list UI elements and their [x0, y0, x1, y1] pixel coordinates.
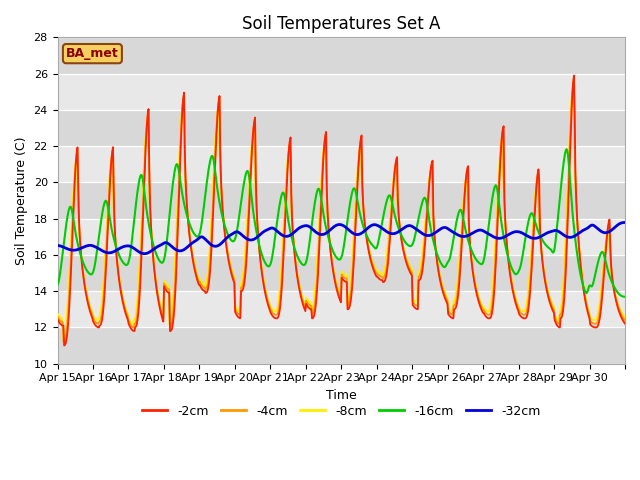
Text: BA_met: BA_met [66, 47, 119, 60]
Bar [58, 219, 625, 255]
Bar [58, 182, 625, 219]
Bar [58, 327, 625, 364]
Bar [58, 73, 625, 110]
Legend: -2cm, -4cm, -8cm, -16cm, -32cm: -2cm, -4cm, -8cm, -16cm, -32cm [137, 400, 545, 423]
Bar [58, 37, 625, 73]
Bar [58, 255, 625, 291]
X-axis label: Time: Time [326, 389, 356, 402]
Bar [58, 291, 625, 327]
Bar [58, 146, 625, 182]
Title: Soil Temperatures Set A: Soil Temperatures Set A [242, 15, 440, 33]
Y-axis label: Soil Temperature (C): Soil Temperature (C) [15, 136, 28, 265]
Bar [58, 110, 625, 146]
